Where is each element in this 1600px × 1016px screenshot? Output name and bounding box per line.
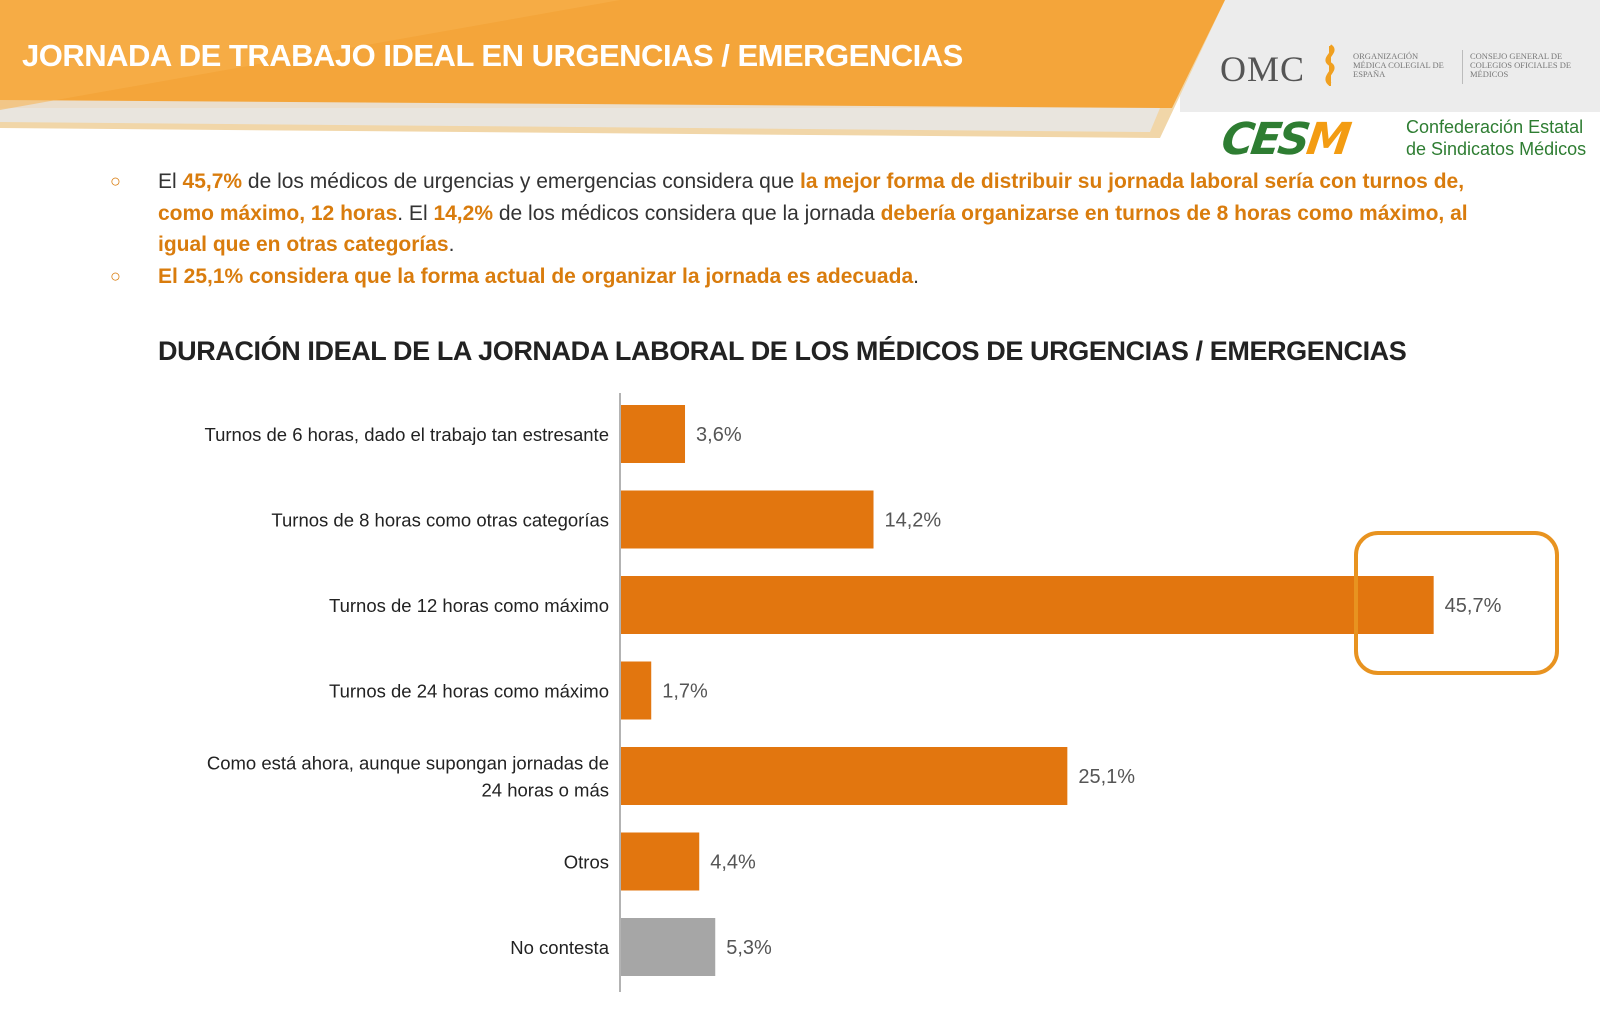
bullet-text: .: [913, 264, 919, 288]
banner-shape: [0, 0, 1600, 150]
bar-value-label: 1,7%: [662, 681, 708, 703]
category-label: No contesta: [510, 937, 609, 958]
bullet-item: ○ El 25,1% considera que la forma actual …: [110, 261, 1480, 293]
category-label: 24 horas o más: [481, 780, 609, 801]
bar: [621, 576, 1434, 634]
bullet-circle-icon: ○: [110, 171, 121, 191]
bar: [621, 490, 874, 549]
bar: [621, 661, 652, 720]
category-label: Turnos de 24 horas como máximo: [329, 681, 609, 702]
bullet-highlight: El 25,1% considera que la forma actual d…: [158, 264, 914, 288]
bar-value-label: 5,3%: [726, 937, 772, 959]
bar: [621, 832, 700, 891]
chart-title: DURACIÓN IDEAL DE LA JORNADA LABORAL DE …: [158, 336, 1407, 366]
omc-org-name: Organización Médica Colegial de España: [1353, 51, 1444, 79]
bar-value-label: 45,7%: [1445, 595, 1502, 617]
category-label: Turnos de 6 horas, dado el trabajo tan e…: [204, 424, 609, 445]
bullet-circle-icon: ○: [110, 265, 121, 286]
bullet-text: .: [448, 233, 455, 256]
bar-value-label: 25,1%: [1078, 766, 1135, 788]
cesm-name-line1: Confederación Estatal: [1406, 117, 1584, 137]
omc-consejo-name: Consejo General de Colegios Oficiales de…: [1470, 51, 1572, 79]
category-label: Como está ahora, aunque supongan jornada…: [207, 753, 609, 774]
cesm-full-name: Confederación Estatal de Sindicatos Médi…: [1406, 116, 1586, 160]
bar-value-label: 4,4%: [710, 852, 756, 874]
omc-wordmark: OMC: [1220, 49, 1306, 89]
bar-value-label: 14,2%: [885, 510, 942, 532]
bullet-text: . El: [397, 201, 434, 225]
bullet-item: ○ El 45,7% de los médicos de urgencias y …: [110, 166, 1480, 261]
cesm-logo: CESM Confederación Estatal de Sindicatos…: [1218, 114, 1592, 165]
bar: [621, 405, 686, 463]
category-label: Turnos de 8 horas como otras categorías: [271, 510, 609, 531]
aesculapius-icon: [1325, 44, 1335, 86]
bullet-text: de los médicos considera que la jornada: [493, 201, 881, 225]
highlight-box: [1354, 531, 1559, 675]
bullet-text: El: [158, 170, 183, 193]
bar-value-label: 3,6%: [696, 424, 742, 446]
bullet-highlight: 45,7%: [182, 170, 243, 193]
bar: [621, 918, 716, 976]
cesm-name-line2: de Sindicatos Médicos: [1406, 139, 1587, 159]
header-banner: JORNADA DE TRABAJO IDEAL EN URGENCIAS / …: [0, 0, 1600, 150]
page-title: JORNADA DE TRABAJO IDEAL EN URGENCIAS / …: [22, 38, 963, 73]
bullet-highlight: la mejor forma de distribuir su jornada …: [158, 170, 1465, 225]
bullet-highlight: debería organizarse en turnos de 8 horas…: [158, 201, 1468, 257]
bullet-text: de los médicos de urgencias y emergencia…: [242, 170, 801, 193]
bar: [621, 747, 1068, 805]
logo-divider: [1462, 50, 1463, 84]
category-label: Turnos de 12 horas como máximo: [329, 595, 609, 616]
omc-logo: OMC Organización Médica Colegial de Espa…: [1220, 42, 1590, 92]
bullet-highlight: 14,2%: [433, 201, 493, 225]
summary-bullets: ○ El 45,7% de los médicos de urgencias y …: [110, 166, 1480, 292]
category-label: Otros: [564, 852, 609, 873]
